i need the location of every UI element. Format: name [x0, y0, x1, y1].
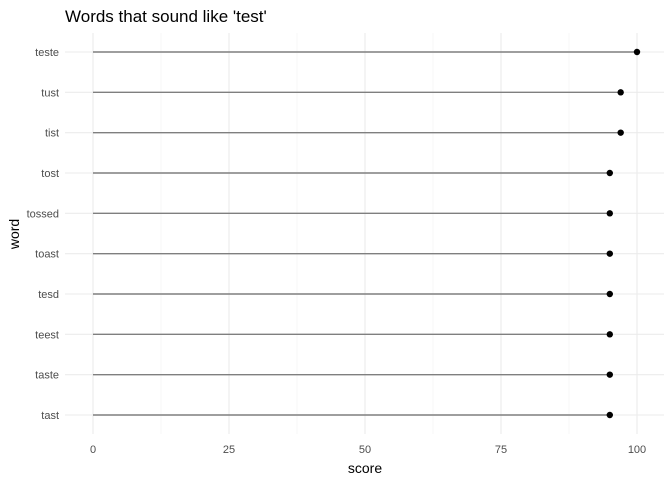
- y-tick-label: taste: [35, 370, 59, 382]
- chart-title: Words that sound like 'test': [65, 7, 267, 26]
- y-tick-label: teste: [35, 47, 59, 59]
- y-tick-label: tost: [41, 168, 59, 180]
- y-tick-label: tust: [41, 87, 59, 99]
- lollipop-point: [606, 411, 613, 419]
- y-tick-label: teest: [35, 329, 59, 341]
- y-tick-label: tesd: [38, 289, 59, 301]
- lollipop-point: [617, 129, 624, 136]
- lollipop-point: [606, 290, 613, 298]
- lollipop-point: [617, 89, 624, 96]
- x-axis-title: score: [348, 460, 382, 476]
- lollipop-point: [606, 331, 613, 338]
- y-tick-label: tossed: [27, 208, 59, 220]
- x-tick-label: 0: [90, 444, 96, 456]
- lollipop-point: [633, 48, 641, 56]
- lollipop-point: [606, 250, 613, 257]
- x-tick-label: 50: [359, 444, 371, 456]
- y-tick-label: tast: [41, 410, 59, 422]
- y-tick-label: tist: [45, 128, 59, 140]
- y-tick-label: toast: [35, 249, 59, 261]
- x-tick-label: 100: [628, 444, 646, 456]
- x-tick-label: 25: [223, 444, 235, 456]
- lollipop-point: [606, 371, 613, 378]
- lollipop-marks: [93, 48, 641, 419]
- lollipop-point: [606, 169, 613, 177]
- y-axis-title: word: [6, 219, 22, 250]
- x-tick-label: 75: [495, 444, 507, 456]
- lollipop-point: [606, 210, 613, 217]
- x-axis-ticks: 0 25 50 75 100: [90, 444, 646, 456]
- grid-lines: [65, 33, 664, 434]
- y-axis-ticks: teste tust tist tost tossed toast tesd teest tas…: [27, 47, 59, 422]
